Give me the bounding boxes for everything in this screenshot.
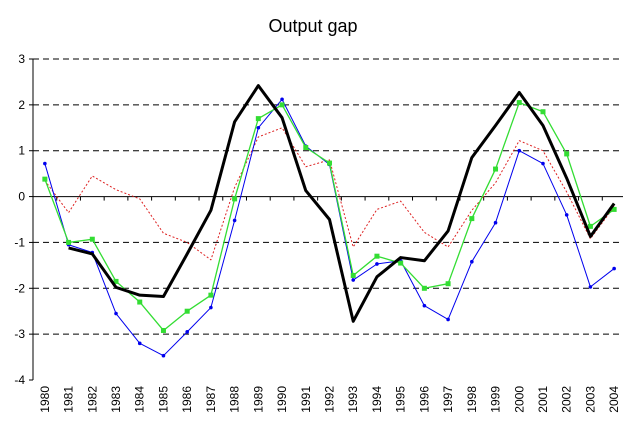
x-tick-label: 1988 (228, 386, 242, 413)
x-tick-label: 1983 (109, 386, 123, 413)
x-tick-label: 1982 (85, 386, 99, 413)
marker (113, 278, 119, 284)
marker (446, 317, 450, 322)
marker (398, 260, 404, 266)
marker (208, 292, 214, 298)
x-tick-label: 1998 (465, 386, 479, 413)
x-tick-label: 2002 (560, 386, 574, 413)
x-tick-label: 2000 (512, 386, 526, 413)
y-tick-label: 1 (18, 144, 25, 158)
marker (43, 161, 47, 166)
marker (422, 303, 427, 308)
x-tick-label: 1989 (251, 386, 265, 413)
marker (280, 97, 284, 102)
x-tick-label: 1993 (346, 386, 360, 413)
marker (66, 239, 72, 245)
marker (209, 305, 213, 310)
x-tick-label: 1994 (370, 386, 384, 413)
marker (255, 116, 261, 122)
x-tick-label: 2001 (536, 386, 550, 413)
x-tick-label: 1992 (323, 386, 337, 413)
marker (160, 327, 166, 333)
marker (303, 145, 309, 151)
marker (232, 218, 237, 223)
x-tick-label: 1980 (38, 386, 52, 413)
marker (114, 311, 118, 316)
x-tick-label: 1997 (441, 386, 455, 413)
marker (587, 223, 593, 229)
marker (279, 102, 285, 108)
x-tick-label: 1999 (489, 386, 503, 413)
marker (421, 285, 427, 291)
y-tick-label: -2 (14, 281, 25, 295)
marker (375, 262, 379, 266)
marker (256, 125, 261, 130)
y-tick-label: 0 (18, 190, 25, 204)
marker (541, 161, 545, 166)
marker (445, 281, 451, 287)
y-tick-label: -1 (14, 235, 25, 249)
marker (588, 285, 593, 289)
marker (184, 308, 190, 314)
x-tick-label: 1986 (180, 386, 194, 413)
x-tick-label: 1996 (417, 386, 431, 413)
marker (351, 278, 356, 282)
x-tick-label: 1995 (394, 386, 408, 413)
marker (540, 109, 546, 115)
x-tick-label: 1991 (299, 386, 313, 413)
marker (137, 341, 142, 346)
series-line (68, 84, 616, 323)
marker (493, 220, 498, 225)
marker (611, 206, 617, 212)
marker (470, 259, 474, 264)
marker (185, 330, 189, 334)
series-line (44, 101, 615, 332)
x-tick-label: 1987 (204, 386, 218, 413)
y-tick-label: -3 (14, 327, 25, 341)
x-tick-label: 1985 (156, 386, 170, 413)
x-tick-label: 1990 (275, 386, 289, 413)
chart-title: Output gap (268, 16, 357, 36)
marker (612, 266, 616, 271)
y-tick-label: -4 (14, 373, 25, 387)
x-tick-label: 1981 (62, 386, 76, 413)
marker (161, 353, 166, 358)
marker (374, 253, 380, 259)
marker (350, 272, 356, 278)
series-line (44, 127, 615, 261)
marker (493, 166, 499, 172)
marker (232, 196, 238, 202)
x-tick-label: 2004 (607, 386, 621, 413)
y-tick-label: 3 (18, 52, 25, 66)
marker (516, 100, 522, 106)
marker (89, 236, 95, 242)
series-line (44, 98, 615, 357)
marker (137, 299, 143, 305)
marker (327, 160, 332, 166)
x-tick-label: 2003 (583, 386, 597, 413)
marker (564, 213, 569, 217)
marker (469, 216, 475, 222)
marker (517, 148, 522, 153)
x-tick-label: 1984 (133, 386, 147, 413)
y-tick-label: 2 (18, 98, 25, 112)
marker (564, 151, 570, 157)
marker (42, 176, 48, 182)
